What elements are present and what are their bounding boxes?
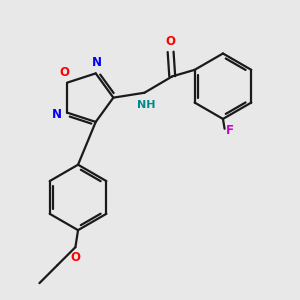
Text: O: O — [59, 66, 69, 79]
Text: N: N — [92, 56, 102, 70]
Text: F: F — [226, 124, 234, 137]
Text: NH: NH — [137, 100, 155, 110]
Text: N: N — [52, 108, 62, 121]
Text: O: O — [70, 251, 80, 264]
Text: O: O — [166, 35, 176, 48]
